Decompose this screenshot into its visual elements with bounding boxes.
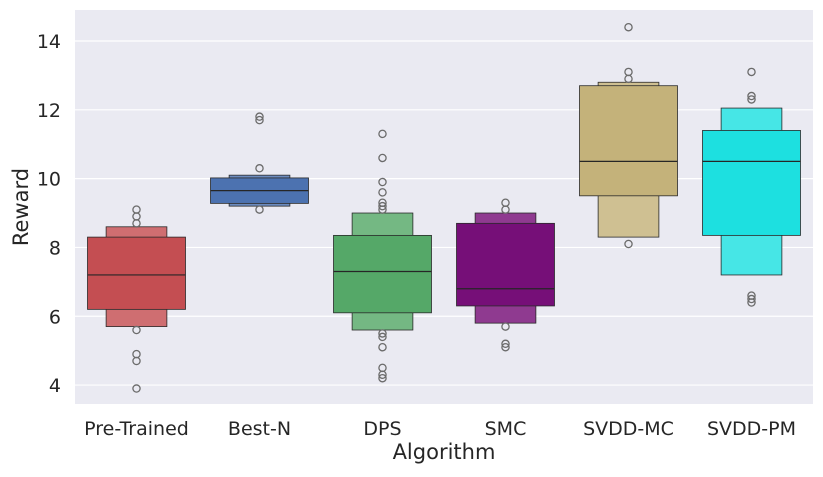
outlier-point <box>747 298 756 307</box>
outlier-point <box>378 329 387 338</box>
y-axis-title: Reward <box>9 168 33 246</box>
outlier-point <box>132 356 141 366</box>
boxen-dps <box>333 129 432 383</box>
outlier-point <box>378 201 387 211</box>
outlier-point <box>747 67 756 77</box>
outlier-point <box>624 239 633 249</box>
y-tick-label: 14 <box>37 31 61 53</box>
outlier-point <box>378 153 387 163</box>
y-tick-label: 6 <box>49 306 61 328</box>
outlier-point <box>501 205 510 214</box>
x-tick-label: DPS <box>363 418 401 440</box>
plot-area <box>75 10 813 404</box>
box-inner <box>456 222 555 307</box>
outlier-point <box>747 294 756 304</box>
outlier-point <box>255 112 264 121</box>
y-tick-label: 10 <box>37 169 61 191</box>
boxen-smc <box>456 198 555 352</box>
outlier-point <box>501 342 510 352</box>
outlier-point <box>747 95 756 104</box>
outlier-point <box>378 370 387 380</box>
outlier-point <box>132 384 141 393</box>
x-tick-label: SVDD-MC <box>583 418 674 440</box>
outlier-point <box>378 332 387 342</box>
boxen-svdd-mc <box>579 22 678 249</box>
x-tick-label: SVDD-PM <box>707 418 796 440</box>
boxen-pre-trained <box>87 205 186 393</box>
boxen-svdd-pm <box>702 67 801 307</box>
x-tick-label: SMC <box>485 418 527 440</box>
outlier-point <box>378 205 387 214</box>
outlier-point <box>624 74 633 84</box>
outlier-point <box>378 177 387 187</box>
outlier-point <box>624 22 633 32</box>
outlier-point <box>747 91 756 101</box>
outlier-point <box>132 325 141 335</box>
y-tick-label: 12 <box>37 100 61 122</box>
outlier-point <box>132 219 141 228</box>
y-tick-label: 8 <box>49 237 61 259</box>
outlier-point <box>378 373 387 383</box>
outlier-point <box>378 342 387 352</box>
box-inner <box>702 130 801 236</box>
boxen-best-n <box>210 112 309 214</box>
box-inner <box>333 234 432 314</box>
outlier-point <box>501 339 510 349</box>
box-inner <box>579 85 678 197</box>
outlier-point <box>255 164 264 173</box>
outlier-point <box>255 205 264 214</box>
box-inner <box>87 236 186 310</box>
outlier-point <box>255 115 264 125</box>
y-tick-label: 4 <box>49 375 61 397</box>
x-axis-title: Algorithm <box>393 440 496 464</box>
outlier-point <box>378 188 387 197</box>
outlier-point <box>378 129 387 139</box>
x-tick-label: Best-N <box>228 418 291 440</box>
outlier-point <box>501 322 510 331</box>
x-tick-label: Pre-Trained <box>84 418 189 440</box>
